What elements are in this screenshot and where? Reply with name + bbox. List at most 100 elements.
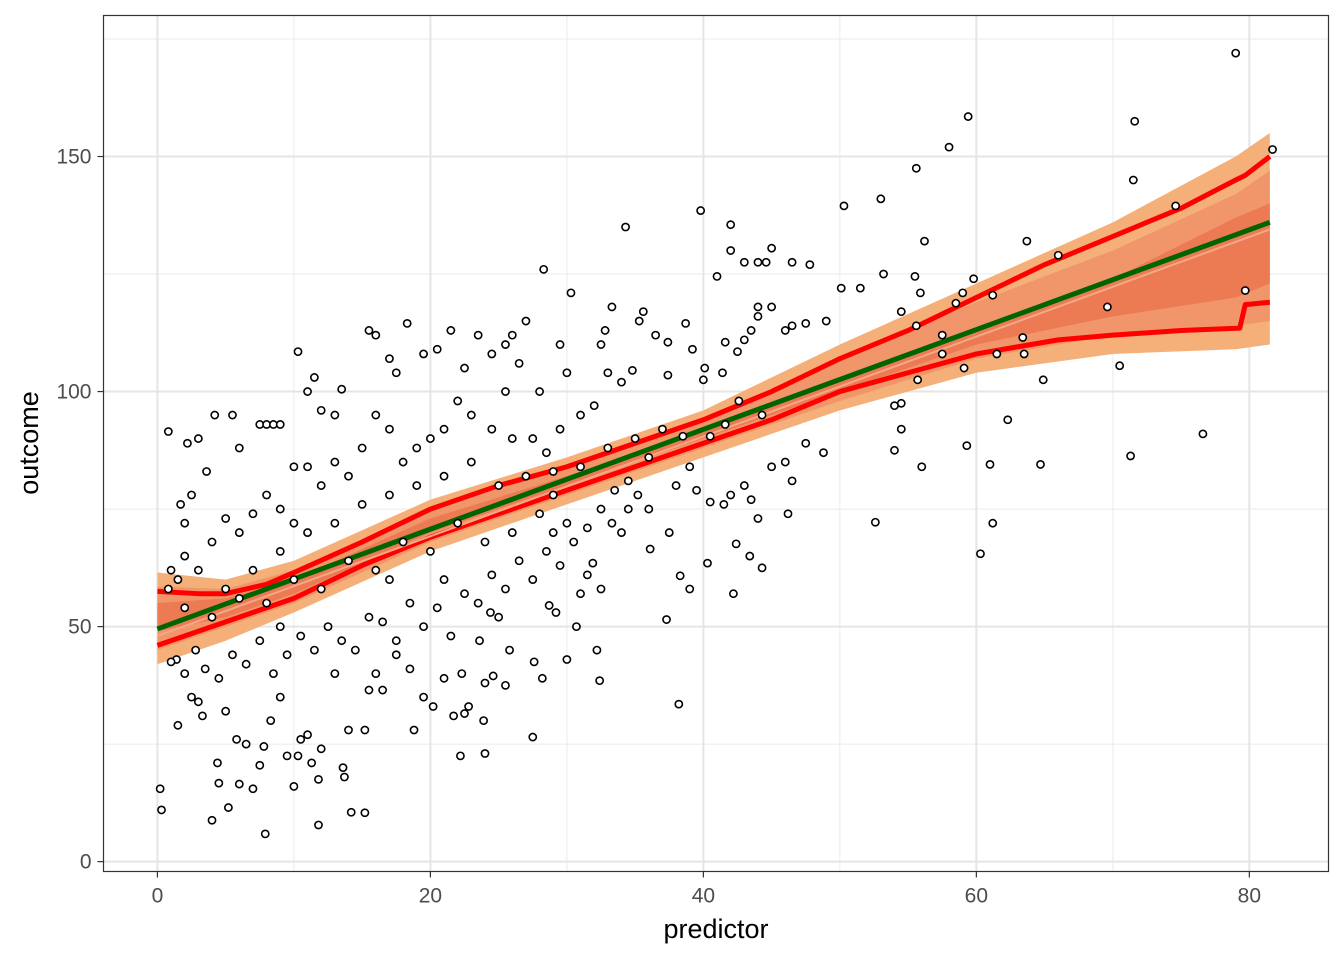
data-point [330, 410, 340, 420]
data-point [739, 257, 749, 267]
data-point [663, 370, 673, 380]
data-point [739, 481, 749, 490]
data-point [473, 330, 483, 340]
data-point [836, 283, 846, 293]
data-point [316, 744, 326, 754]
data-point [405, 664, 415, 674]
data-point [539, 264, 549, 274]
data-point [364, 326, 374, 335]
data-point [780, 457, 790, 467]
data-point [787, 476, 797, 486]
data-point [610, 485, 620, 495]
data-point [344, 725, 353, 735]
data-point [1053, 250, 1063, 260]
data-point [521, 471, 531, 481]
points [155, 48, 1277, 839]
data-point [507, 528, 517, 537]
data-point [357, 443, 367, 453]
data-point [801, 438, 811, 448]
data-point [537, 673, 547, 683]
data-point [734, 396, 744, 406]
data-point [360, 725, 370, 735]
data-point [309, 373, 319, 382]
data-point [262, 598, 272, 608]
data-point [234, 593, 244, 603]
data-point [589, 401, 599, 411]
data-point [248, 509, 258, 519]
data-point [289, 575, 299, 584]
data-point [685, 462, 695, 472]
data-point [193, 697, 203, 707]
data-point [718, 368, 727, 378]
data-point [166, 565, 176, 575]
data-point [896, 307, 906, 317]
data-point [255, 636, 265, 646]
data-point [464, 702, 474, 711]
data-point [731, 539, 741, 549]
data-point [962, 441, 972, 451]
data-point [753, 302, 763, 312]
data-point [289, 782, 299, 791]
data-point [746, 326, 756, 335]
inner-band [157, 203, 1270, 632]
data-point [627, 366, 637, 375]
data-point [282, 751, 292, 761]
data-point [262, 490, 272, 500]
data-point [439, 575, 449, 584]
data-point [1115, 361, 1125, 371]
x-tick-label: 60 [965, 885, 988, 908]
data-point [992, 349, 1002, 359]
data-point [456, 751, 465, 761]
data-point [214, 778, 224, 788]
data-point [228, 410, 237, 420]
data-point [457, 669, 467, 678]
data-point [696, 206, 706, 215]
data-point [371, 330, 381, 340]
data-point [562, 655, 572, 664]
data-point [617, 377, 626, 387]
data-point [303, 730, 312, 740]
data-point [753, 514, 763, 523]
data-point [729, 589, 738, 599]
data-point [839, 201, 849, 211]
data-point [439, 673, 449, 683]
data-point [821, 316, 831, 326]
data-point [446, 631, 456, 641]
data-point [385, 575, 394, 584]
data-point [910, 271, 920, 281]
lines [156, 154, 1272, 648]
data-point [398, 457, 408, 467]
data-point [662, 615, 671, 624]
fit-line [156, 219, 1271, 632]
x-tick-label: 0 [152, 885, 164, 908]
data-point [720, 337, 730, 347]
data-point [582, 523, 592, 533]
data-point [501, 387, 510, 396]
data-point [761, 257, 771, 267]
data-point [937, 330, 947, 340]
data-point [582, 570, 592, 580]
data-point [562, 368, 572, 378]
data-point [572, 622, 581, 631]
data-point [330, 457, 340, 467]
data-point [289, 518, 299, 528]
data-point [398, 537, 408, 547]
data-point [1130, 116, 1140, 126]
data-point [592, 645, 602, 655]
data-point [681, 318, 691, 328]
data-point [419, 349, 428, 359]
data-point [1268, 145, 1277, 154]
data-point [303, 387, 312, 396]
data-point [988, 518, 998, 528]
data-point [480, 537, 490, 547]
data-point [548, 490, 558, 500]
data-point [726, 490, 736, 500]
data-point [466, 457, 476, 467]
data-point [937, 349, 947, 359]
data-point [566, 288, 576, 298]
data-point [480, 678, 490, 688]
data-point [344, 471, 353, 481]
y-tick-label: 100 [56, 381, 91, 404]
data-point [405, 598, 415, 608]
data-point [958, 288, 968, 298]
